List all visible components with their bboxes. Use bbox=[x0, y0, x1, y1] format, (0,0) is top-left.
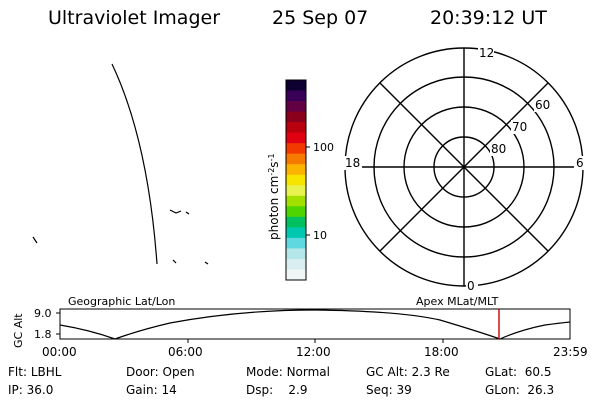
colorbar-axis-label: photon cm-2s-1 bbox=[267, 153, 281, 240]
mlt-label-top: 12 bbox=[479, 46, 494, 60]
colorbar: 100 10 photon cm-2s-1 bbox=[267, 79, 334, 281]
track-ytick: 9.0 bbox=[34, 307, 52, 320]
colorbar-cell bbox=[286, 185, 306, 197]
date-label: 25 Sep 07 bbox=[272, 7, 369, 29]
status-ip: IP: 36.0 bbox=[8, 383, 54, 397]
colorbar-cell bbox=[286, 111, 306, 123]
colorbar-cell bbox=[286, 174, 306, 186]
mlt-label-bottom: 0 bbox=[467, 279, 475, 293]
altitude-curve bbox=[59, 309, 571, 340]
orbit-track-panel: Geographic Lat/Lon Apex MLat/MLT 9.0 1.8… bbox=[12, 295, 571, 348]
track-xtick: 00:00 bbox=[42, 345, 77, 359]
colorbar-cell bbox=[286, 122, 306, 134]
colorbar-tick-label: 10 bbox=[313, 229, 327, 242]
colorbar-cell bbox=[286, 164, 306, 176]
polar-grid bbox=[344, 47, 584, 287]
image-speck bbox=[172, 259, 177, 264]
track-title-right: Apex MLat/MLT bbox=[416, 295, 499, 308]
status-seq: Seq: 39 bbox=[366, 383, 412, 397]
track-ylabel: GC Alt bbox=[12, 313, 25, 348]
mlt-label-right: 6 bbox=[576, 156, 584, 170]
track-xtick: 06:00 bbox=[168, 345, 203, 359]
track-xtick: 23:59 bbox=[553, 345, 588, 359]
colorbar-cell bbox=[286, 90, 306, 102]
image-speck bbox=[204, 261, 209, 265]
colorbar-cell bbox=[286, 227, 306, 239]
geographic-image bbox=[32, 63, 209, 265]
status-filter: Flt: LBHL bbox=[8, 365, 62, 379]
status-glon: GLon: 26.3 bbox=[485, 383, 555, 397]
colorbar-cell bbox=[286, 216, 306, 228]
colorbar-cell bbox=[286, 80, 306, 92]
lat-label-70: 70 bbox=[512, 120, 527, 134]
colorbar-cell bbox=[286, 195, 306, 207]
colorbar-tick-label: 100 bbox=[313, 141, 334, 154]
track-xtick: 18:00 bbox=[424, 345, 459, 359]
track-ytick: 1.8 bbox=[34, 328, 52, 341]
track-frame bbox=[59, 308, 571, 340]
status-gain: Gain: 14 bbox=[126, 383, 177, 397]
colorbar-cell bbox=[286, 269, 306, 281]
status-gc-alt: GC Alt: 2.3 Re bbox=[366, 365, 450, 379]
colorbar-cell bbox=[286, 132, 306, 144]
earth-limb-arc bbox=[111, 63, 158, 265]
instrument-title: Ultraviolet Imager bbox=[48, 7, 221, 29]
colorbar-cell bbox=[286, 237, 306, 249]
colorbar-frame bbox=[285, 79, 307, 281]
status-door: Door: Open bbox=[126, 365, 195, 379]
status-mode: Mode: Normal bbox=[246, 365, 330, 379]
time-label: 20:39:12 UT bbox=[430, 7, 547, 29]
colorbar-cell bbox=[286, 258, 306, 270]
status-dsp: Dsp: 2.9 bbox=[246, 383, 308, 397]
image-speck bbox=[169, 209, 182, 214]
colorbar-cell bbox=[286, 206, 306, 218]
lat-label-60: 60 bbox=[535, 98, 550, 112]
colorbar-cell bbox=[286, 143, 306, 155]
image-speck bbox=[185, 211, 190, 215]
colorbar-cell bbox=[286, 153, 306, 165]
mlt-diagonal bbox=[379, 82, 549, 252]
lat-label-80: 80 bbox=[491, 142, 506, 156]
colorbar-cell bbox=[286, 101, 306, 113]
track-title-left: Geographic Lat/Lon bbox=[68, 295, 175, 308]
track-xtick: 12:00 bbox=[296, 345, 331, 359]
status-glat: GLat: 60.5 bbox=[485, 365, 552, 379]
image-speck bbox=[32, 236, 38, 244]
colorbar-cell bbox=[286, 248, 306, 260]
mlt-label-left: 18 bbox=[345, 156, 360, 170]
